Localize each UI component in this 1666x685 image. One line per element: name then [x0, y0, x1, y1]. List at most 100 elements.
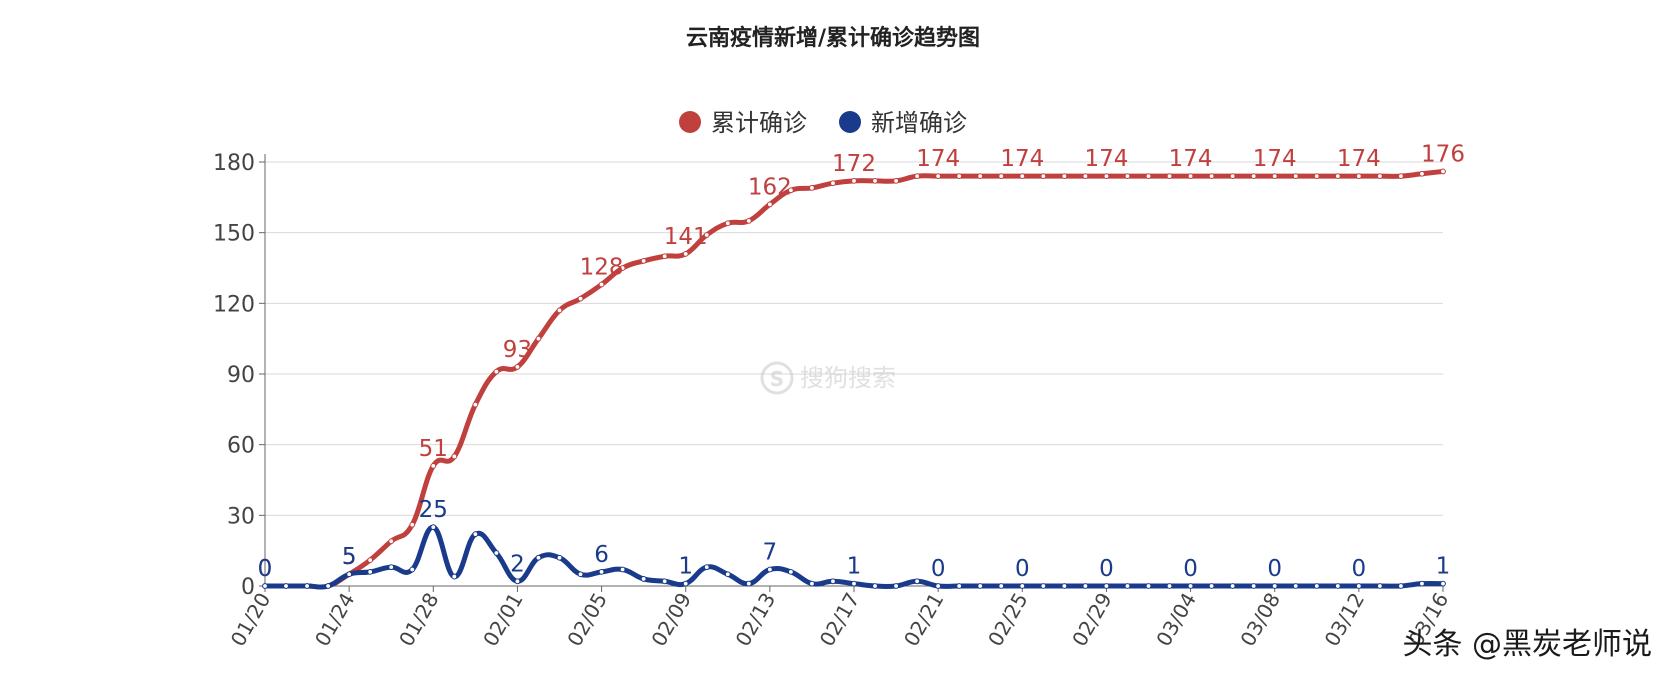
series-group [262, 168, 1446, 590]
point-new [1145, 583, 1152, 589]
point-cumulative [1355, 173, 1362, 180]
y-tick-label: 180 [213, 151, 255, 176]
point-new [1440, 580, 1446, 587]
legend-marker [679, 111, 701, 133]
data-label-cumulative: 128 [580, 254, 624, 280]
x-tick-label: 02/13 [731, 589, 781, 651]
point-cumulative [388, 538, 395, 545]
point-new [493, 550, 500, 556]
x-tick-label: 02/17 [815, 589, 865, 651]
point-new [1419, 580, 1425, 587]
point-new [409, 566, 416, 573]
point-new [1208, 583, 1215, 589]
sogou-logo-icon [760, 361, 794, 395]
y-tick-label: 90 [227, 363, 255, 388]
point-new [914, 578, 921, 585]
y-axis: 0 30 60 90 120 150 180 [213, 151, 266, 600]
point-new [1376, 583, 1383, 589]
point-new [1082, 583, 1089, 589]
data-label-new: 0 [1015, 556, 1030, 582]
point-cumulative [472, 401, 479, 408]
point-new [872, 583, 878, 589]
point-cumulative [1124, 173, 1131, 180]
data-label-new: 1 [678, 554, 693, 580]
point-cumulative [1292, 173, 1299, 180]
data-label-new: 5 [342, 544, 357, 570]
point-new [1271, 583, 1278, 589]
point-new [1313, 583, 1320, 589]
point-new [598, 568, 605, 575]
x-tick-label: 02/05 [562, 589, 612, 651]
data-label-new: 0 [1267, 556, 1282, 582]
x-tick-label: 02/21 [899, 589, 949, 651]
legend-item-cumulative[interactable]: 累计确诊 [679, 109, 807, 137]
point-cumulative [724, 220, 731, 227]
point-new [935, 583, 942, 589]
point-new [535, 554, 542, 561]
point-cumulative [598, 281, 605, 288]
data-label-cumulative: 93 [503, 337, 532, 363]
x-tick-label: 03/12 [1320, 589, 1370, 651]
data-label-new: 25 [419, 497, 448, 523]
x-tick-label: 02/25 [983, 589, 1033, 651]
point-cumulative [766, 201, 773, 208]
point-new [1250, 583, 1257, 589]
y-tick-label: 0 [241, 575, 255, 600]
point-cumulative [1103, 173, 1110, 180]
x-tick-label: 02/01 [478, 589, 528, 651]
point-cumulative [1250, 173, 1257, 180]
point-new [451, 573, 458, 580]
point-cumulative [661, 253, 668, 260]
point-new [346, 571, 353, 578]
data-label-cumulative: 174 [1253, 146, 1297, 172]
x-axis: 01/20 01/24 01/28 02/01 02/05 02/09 02/13 02/17… [226, 585, 1453, 651]
point-cumulative [1313, 173, 1320, 180]
point-new [745, 580, 752, 587]
point-new [893, 583, 899, 589]
legend-marker [839, 111, 861, 133]
point-new [514, 578, 521, 585]
point-cumulative [998, 173, 1005, 180]
x-tick-label: 01/28 [394, 589, 444, 651]
point-new [956, 583, 963, 589]
point-cumulative [556, 307, 563, 314]
x-tick-label: 02/09 [646, 589, 696, 651]
point-new [682, 580, 689, 587]
point-cumulative [1187, 173, 1194, 180]
sogou-text: 搜狗搜索 [800, 364, 896, 392]
point-new [1040, 583, 1047, 589]
data-label-cumulative: 51 [419, 436, 448, 462]
data-label-cumulative: 0 [258, 556, 273, 582]
point-cumulative [1398, 173, 1404, 180]
point-new [577, 571, 584, 578]
x-tick-label: 01/20 [226, 589, 276, 651]
point-new [1124, 583, 1131, 589]
point-cumulative [703, 232, 710, 238]
data-label-cumulative: 174 [1000, 146, 1044, 172]
point-cumulative [1040, 173, 1047, 180]
point-cumulative [935, 173, 942, 180]
data-label-new: 0 [931, 556, 946, 582]
legend-item-new[interactable]: 新增确诊 [839, 109, 967, 137]
point-cumulative [682, 250, 689, 257]
legend[interactable]: 累计确诊 新增确诊 [679, 109, 967, 137]
point-cumulative [1229, 173, 1236, 180]
point-new [472, 531, 479, 538]
point-cumulative [535, 335, 542, 342]
point-new [1292, 583, 1299, 589]
point-cumulative [1376, 173, 1383, 180]
point-new [619, 566, 626, 573]
point-cumulative [1166, 173, 1173, 180]
data-label-new: 6 [594, 542, 609, 568]
point-cumulative [914, 173, 921, 180]
y-tick-label: 120 [213, 292, 255, 317]
y-tick-label: 30 [227, 504, 255, 529]
point-new [430, 524, 437, 531]
point-cumulative [1440, 168, 1446, 175]
point-new [1103, 583, 1110, 589]
point-new [661, 578, 668, 585]
data-label-cumulative: 174 [1084, 146, 1128, 172]
point-cumulative [787, 187, 794, 194]
point-new [851, 580, 857, 587]
